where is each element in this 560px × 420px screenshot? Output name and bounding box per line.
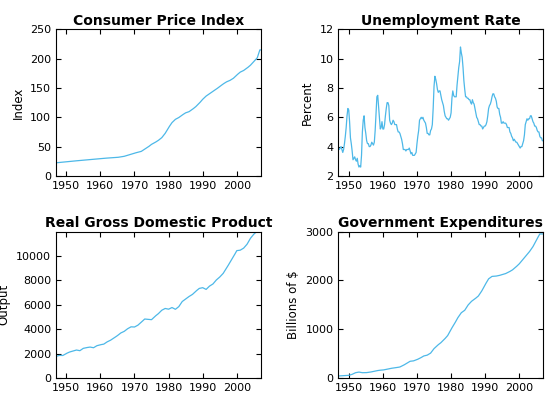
Title: Consumer Price Index: Consumer Price Index [73, 14, 244, 28]
Y-axis label: Output: Output [0, 284, 11, 326]
Y-axis label: Index: Index [11, 87, 25, 119]
Title: Unemployment Rate: Unemployment Rate [361, 14, 521, 28]
Title: Government Expenditures: Government Expenditures [338, 216, 543, 230]
Title: Real Gross Domestic Product: Real Gross Domestic Product [45, 216, 272, 230]
Y-axis label: Percent: Percent [301, 80, 314, 125]
Y-axis label: Billions of $: Billions of $ [287, 270, 300, 339]
